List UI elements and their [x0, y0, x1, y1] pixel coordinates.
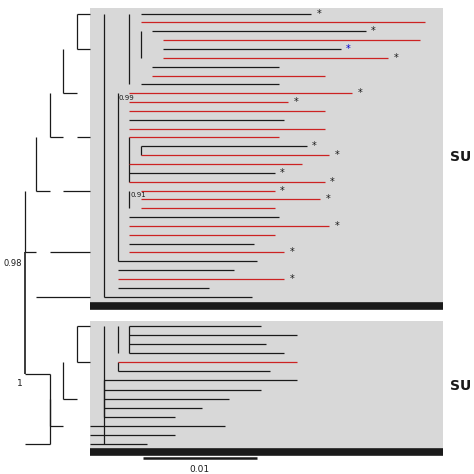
- Text: *: *: [330, 177, 335, 187]
- Text: 0.99: 0.99: [118, 95, 135, 100]
- Text: *: *: [394, 53, 399, 63]
- Text: *: *: [294, 97, 299, 107]
- Text: *: *: [280, 168, 285, 178]
- Text: 0.98: 0.98: [4, 259, 22, 268]
- Text: 0.01: 0.01: [190, 465, 210, 474]
- Text: *: *: [357, 88, 362, 98]
- Text: *: *: [326, 194, 330, 204]
- Text: *: *: [280, 185, 285, 196]
- Text: *: *: [335, 150, 339, 160]
- Text: *: *: [346, 44, 351, 54]
- Text: *: *: [289, 247, 294, 257]
- Text: *: *: [289, 274, 294, 284]
- Text: *: *: [371, 26, 376, 36]
- Bar: [91, 8, 443, 303]
- Text: 1: 1: [17, 379, 22, 388]
- Text: SU: SU: [450, 379, 471, 392]
- Bar: [91, 321, 443, 450]
- Text: *: *: [312, 141, 317, 151]
- Text: *: *: [317, 9, 321, 18]
- Text: 0.91: 0.91: [130, 192, 146, 198]
- Text: SU: SU: [450, 150, 471, 164]
- Text: *: *: [335, 221, 339, 231]
